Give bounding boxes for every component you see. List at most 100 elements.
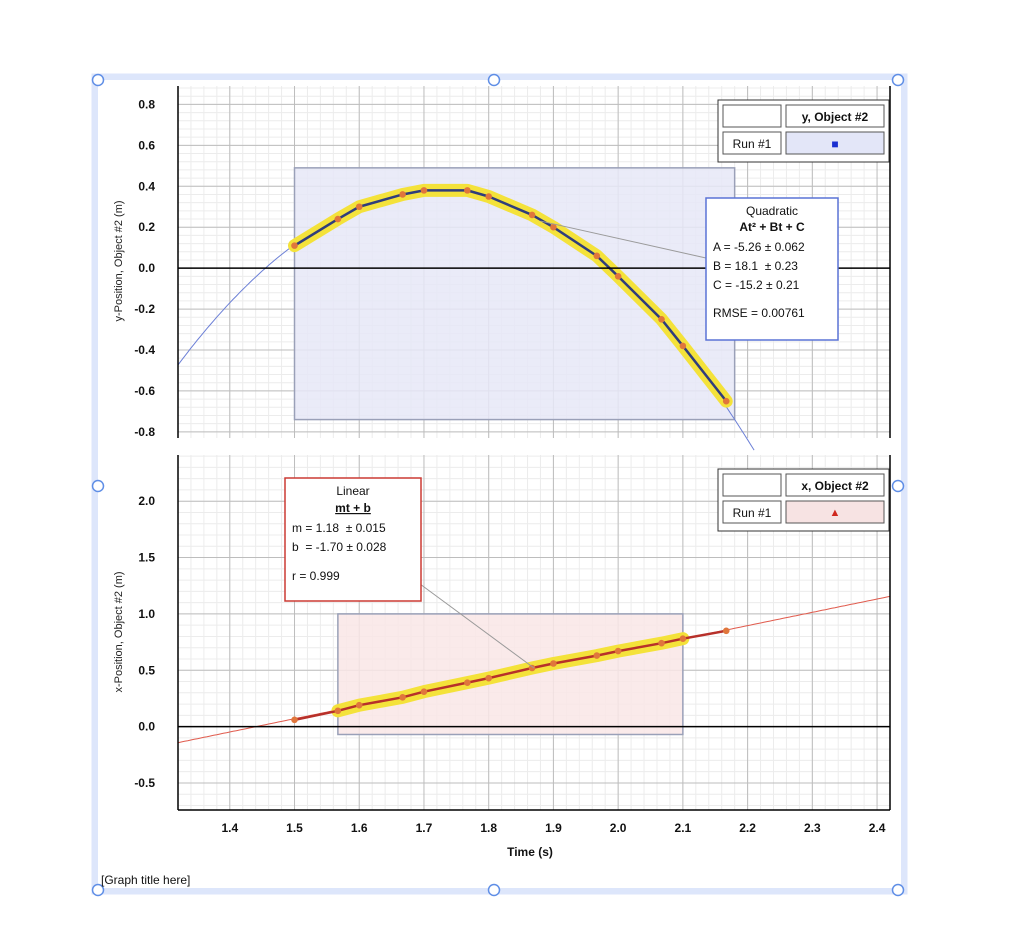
x-chart-legend[interactable]: x, Object #2 Run #1 ▲ — [717, 468, 890, 532]
y-tick-label: -0.8 — [134, 425, 155, 439]
fit-param-a: A = -5.26 ± 0.062 — [713, 240, 805, 254]
legend-run-label[interactable]: Run #1 — [733, 137, 772, 151]
data-point[interactable] — [485, 193, 492, 200]
legend-run-cell — [722, 131, 782, 155]
y-tick-label: 1.0 — [138, 607, 155, 621]
linear-fit-box[interactable]: Linear mt + b m = 1.18 ± 0.015 b = -1.70… — [284, 477, 422, 602]
data-point[interactable] — [658, 316, 665, 323]
resize-handle[interactable] — [91, 479, 105, 493]
legend-run-label[interactable]: Run #1 — [733, 506, 772, 520]
quadratic-fit-box[interactable]: Quadratic At² + Bt + C A = -5.26 ± 0.062… — [705, 197, 839, 341]
resize-handle[interactable] — [891, 883, 905, 897]
fit-box-frame — [705, 197, 839, 341]
data-point[interactable] — [399, 191, 406, 198]
y-tick-label: 1.5 — [138, 551, 155, 565]
fit-param-b: B = 18.1 ± 0.23 — [713, 259, 798, 273]
x-tick-label: 1.5 — [286, 821, 303, 835]
y-tick-label: 0.2 — [138, 220, 155, 234]
resize-handles[interactable] — [91, 73, 905, 897]
data-point[interactable] — [550, 223, 557, 231]
y-tick-label: 0.0 — [138, 261, 155, 275]
legend-symbol-cell — [785, 131, 885, 155]
fit-formula: At² + Bt + C — [739, 220, 805, 234]
x-tick-label: 1.4 — [221, 821, 238, 835]
data-point[interactable] — [658, 639, 665, 647]
data-point[interactable] — [614, 647, 622, 655]
y-chart-legend[interactable]: y, Object #2 Run #1 ■ — [717, 99, 890, 163]
x-chart-series[interactable] — [291, 627, 730, 724]
data-point[interactable] — [464, 187, 471, 194]
y-chart-axis-label: y-Position, Object #2 (m) — [113, 200, 125, 321]
y-tick-label: -0.2 — [134, 302, 155, 316]
time-axis-label: Time (s) — [507, 845, 553, 859]
fit-param-m: m = 1.18 ± 0.015 — [292, 521, 386, 535]
graph-title[interactable]: [Graph title here] — [101, 873, 191, 887]
data-point[interactable] — [291, 242, 298, 249]
series-line — [293, 189, 728, 402]
y-position-chart[interactable]: 0.8 0.6 0.4 0.2 0.0 -0.2 -0.4 -0.6 -0.8 y-Positi… — [113, 86, 891, 451]
square-marker-icon: ■ — [831, 137, 838, 151]
data-point[interactable] — [528, 664, 536, 672]
data-point[interactable] — [485, 674, 492, 682]
legend-run-cell — [722, 500, 782, 524]
x-tick-label: 1.8 — [480, 821, 497, 835]
y-tick-label: 0.0 — [138, 720, 155, 734]
resize-handle[interactable] — [91, 73, 105, 87]
y-tick-label: 0.5 — [138, 663, 155, 677]
x-tick-label: 2.3 — [804, 821, 821, 835]
fit-param-c: C = -15.2 ± 0.21 — [713, 278, 800, 292]
fit-statistic: r = 0.999 — [292, 569, 340, 583]
x-position-chart[interactable]: 2.0 1.5 1.0 0.5 0.0 -0.5 1.4 1.5 1.6 1.7 1.8 1.9 2.0… — [113, 455, 891, 859]
data-point[interactable] — [679, 342, 687, 350]
fit-title: Linear — [336, 484, 369, 498]
fit-statistic: RMSE = 0.00761 — [713, 306, 805, 320]
data-point[interactable] — [722, 627, 730, 635]
x-tick-label: 1.6 — [351, 821, 368, 835]
connector-line — [540, 220, 707, 259]
y-tick-label: -0.4 — [134, 343, 155, 357]
triangle-marker-icon: ▲ — [830, 507, 841, 519]
data-point[interactable] — [679, 635, 687, 642]
x-fit-box-connector — [419, 583, 535, 669]
legend-header: y, Object #2 — [802, 110, 869, 124]
y-fit-box-connector — [540, 220, 707, 259]
data-point[interactable] — [464, 679, 471, 686]
resize-handle[interactable] — [891, 73, 905, 87]
data-point[interactable] — [593, 652, 601, 659]
data-point[interactable] — [722, 397, 730, 405]
data-point[interactable] — [334, 215, 342, 223]
fit-formula: mt + b — [335, 501, 371, 515]
legend-blank-cell — [722, 473, 782, 497]
x-tick-label: 2.0 — [610, 821, 627, 835]
resize-handle[interactable] — [91, 883, 105, 897]
resize-handle[interactable] — [891, 479, 905, 493]
data-point[interactable] — [593, 252, 601, 260]
y-chart-tick-labels: 0.8 0.6 0.4 0.2 0.0 -0.2 -0.4 -0.6 -0.8 — [134, 97, 155, 438]
legend-symbol-cell — [785, 500, 885, 524]
data-point[interactable] — [355, 701, 363, 709]
y-chart-series[interactable] — [288, 183, 733, 408]
data-point[interactable] — [355, 203, 363, 211]
y-tick-label: -0.5 — [134, 776, 155, 790]
y-tick-label: 0.6 — [138, 138, 155, 152]
legend-header-cell — [785, 473, 885, 497]
data-point[interactable] — [334, 707, 342, 715]
data-point[interactable] — [550, 660, 557, 667]
data-point[interactable] — [420, 688, 428, 695]
data-point[interactable] — [399, 694, 406, 701]
connector-line — [419, 583, 535, 669]
data-point[interactable] — [291, 716, 298, 724]
resize-handle[interactable] — [487, 73, 501, 87]
data-point[interactable] — [420, 187, 428, 194]
x-tick-label: 2.2 — [739, 821, 756, 835]
legend-header: x, Object #2 — [801, 479, 869, 493]
data-point[interactable] — [528, 211, 536, 219]
resize-handle[interactable] — [487, 883, 501, 897]
legend-blank-cell — [722, 104, 782, 128]
fit-title: Quadratic — [746, 204, 798, 218]
y-tick-label: -0.6 — [134, 384, 155, 398]
x-tick-label: 1.9 — [545, 821, 562, 835]
data-point[interactable] — [614, 273, 622, 280]
fit-box-frame — [284, 477, 422, 602]
